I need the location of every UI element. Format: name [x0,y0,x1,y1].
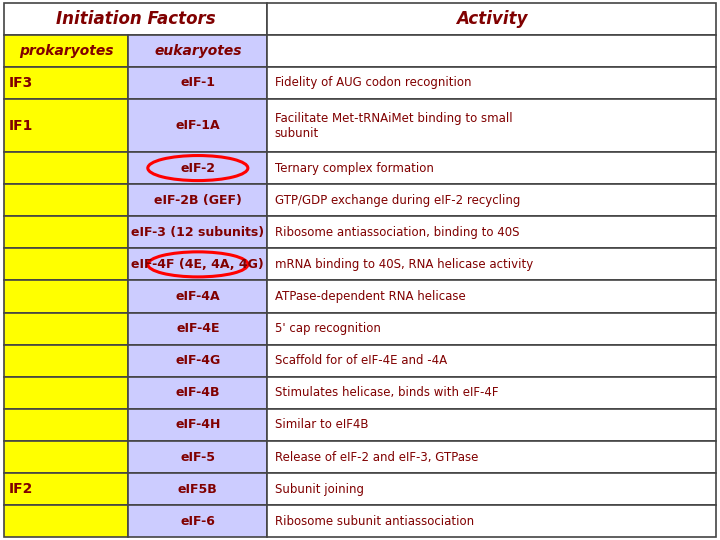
Text: Ribosome antiassociation, binding to 40S: Ribosome antiassociation, binding to 40S [274,226,519,239]
Text: IF1: IF1 [9,118,33,132]
Bar [4,345,128,377]
Bar [128,345,267,377]
Bar [128,216,267,248]
Bar [4,505,128,537]
Text: ATPase-dependent RNA helicase: ATPase-dependent RNA helicase [274,290,465,303]
Bar [267,99,716,152]
Bar [267,35,716,67]
Bar [128,505,267,537]
Bar [128,184,267,216]
Bar [267,313,716,345]
Bar [4,216,128,248]
Bar [267,505,716,537]
Bar [267,441,716,473]
Bar [128,99,267,152]
Bar [4,3,267,35]
Text: GTP/GDP exchange during eIF-2 recycling: GTP/GDP exchange during eIF-2 recycling [274,194,520,207]
Bar [128,377,267,409]
Bar [4,409,128,441]
Bar [4,441,128,473]
Text: eIF-2: eIF-2 [180,161,215,174]
Bar [128,441,267,473]
Text: eIF-4A: eIF-4A [176,290,220,303]
Text: eIF-6: eIF-6 [181,515,215,528]
Bar [4,377,128,409]
Text: prokaryotes: prokaryotes [19,44,113,58]
Text: Similar to eIF4B: Similar to eIF4B [274,418,368,431]
Text: Initiation Factors: Initiation Factors [55,10,215,28]
Text: IF3: IF3 [9,76,33,90]
Text: eIF-3 (12 subunits): eIF-3 (12 subunits) [131,226,264,239]
Bar [4,67,128,99]
Text: Facilitate Met-tRNAiMet binding to small
subunit: Facilitate Met-tRNAiMet binding to small… [274,112,512,139]
Text: eIF-4G: eIF-4G [175,354,220,367]
Text: Ternary complex formation: Ternary complex formation [274,161,433,174]
Text: Release of eIF-2 and eIF-3, GTPase: Release of eIF-2 and eIF-3, GTPase [274,450,478,463]
Bar [267,345,716,377]
Bar [267,184,716,216]
Bar [267,152,716,184]
Text: eIF-1A: eIF-1A [176,119,220,132]
Bar [267,377,716,409]
Text: Ribosome subunit antiassociation: Ribosome subunit antiassociation [274,515,474,528]
Text: Stimulates helicase, binds with eIF-4F: Stimulates helicase, binds with eIF-4F [274,386,498,399]
Text: 5' cap recognition: 5' cap recognition [274,322,380,335]
Bar [267,3,716,35]
Text: eIF-4E: eIF-4E [176,322,220,335]
Bar [128,35,267,67]
Text: eIF-2B (GEF): eIF-2B (GEF) [154,194,242,207]
Bar [267,409,716,441]
Text: eIF5B: eIF5B [178,483,217,496]
Bar [128,248,267,280]
Bar [128,313,267,345]
Text: IF2: IF2 [9,482,33,496]
Text: eIF-4H: eIF-4H [175,418,220,431]
Text: Scaffold for of eIF-4E and -4A: Scaffold for of eIF-4E and -4A [274,354,446,367]
Bar [128,152,267,184]
Bar [128,473,267,505]
Bar [4,152,128,184]
Bar [267,216,716,248]
Bar [267,473,716,505]
Text: eIF-5: eIF-5 [180,450,215,463]
Bar [128,409,267,441]
Text: eIF-4F (4E, 4A, 4G): eIF-4F (4E, 4A, 4G) [132,258,264,271]
Text: Fidelity of AUG codon recognition: Fidelity of AUG codon recognition [274,77,471,90]
Bar [4,99,128,152]
Bar [267,67,716,99]
Bar [4,35,128,67]
Bar [4,313,128,345]
Bar [267,248,716,280]
Text: eIF-4B: eIF-4B [176,386,220,399]
Bar [4,280,128,313]
Bar [4,184,128,216]
Text: eukaryotes: eukaryotes [154,44,242,58]
Bar [4,248,128,280]
Text: mRNA binding to 40S, RNA helicase activity: mRNA binding to 40S, RNA helicase activi… [274,258,533,271]
Bar [128,280,267,313]
Text: Subunit joining: Subunit joining [274,483,364,496]
Bar [267,280,716,313]
Text: eIF-1: eIF-1 [180,77,215,90]
Bar [128,67,267,99]
Text: Activity: Activity [456,10,528,28]
Bar [4,473,128,505]
